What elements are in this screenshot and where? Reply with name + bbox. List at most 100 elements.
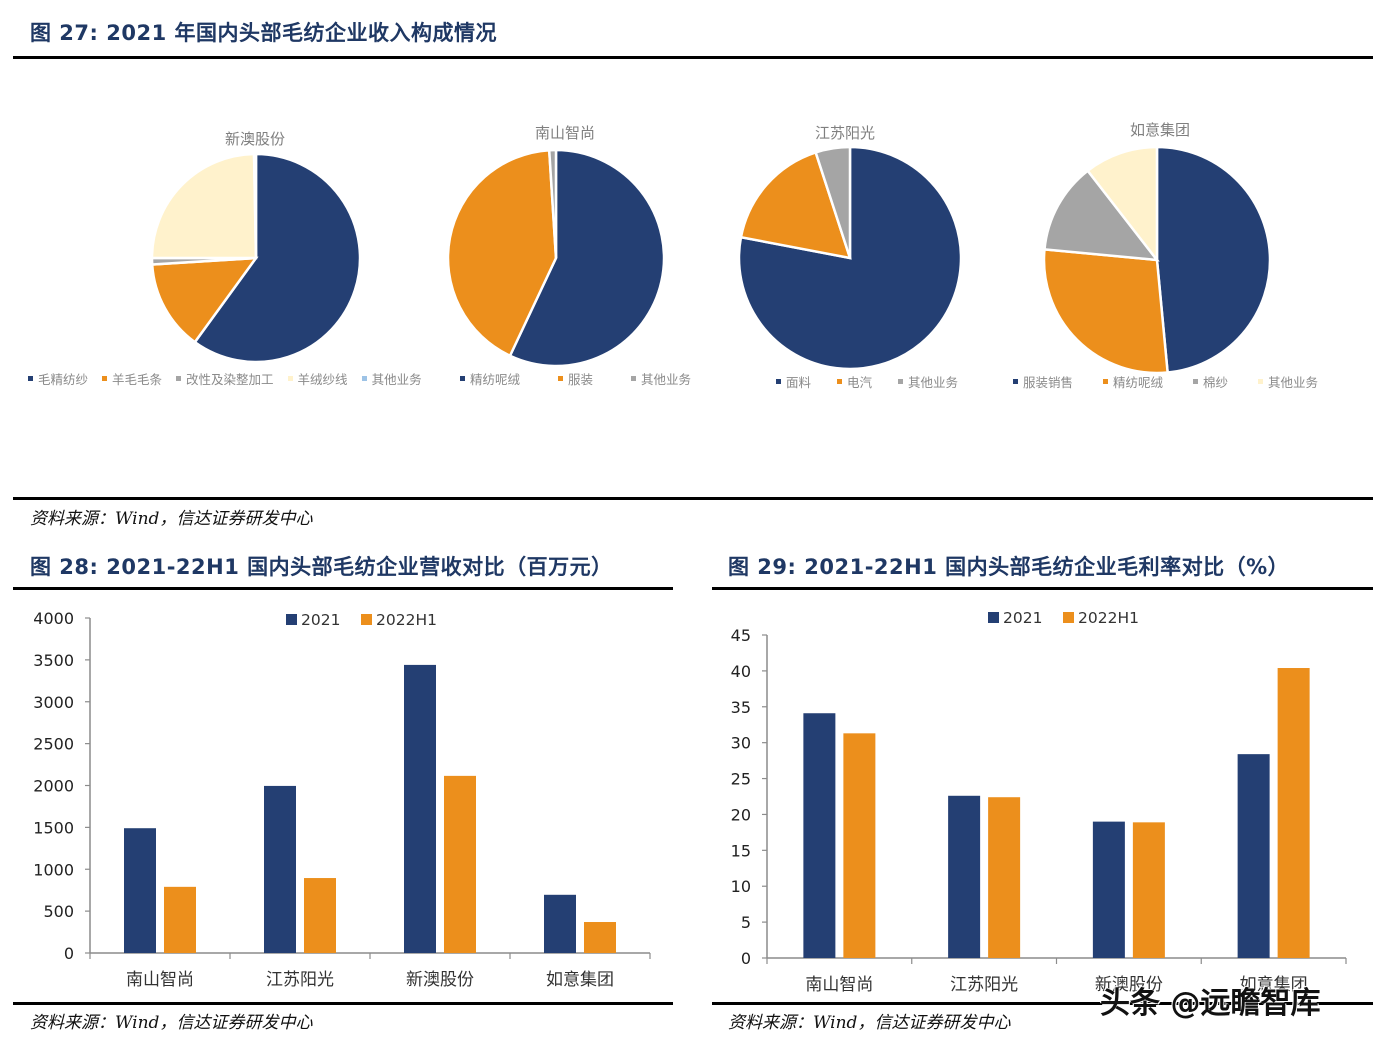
svg-text:40: 40 — [731, 662, 751, 681]
bar — [948, 795, 981, 958]
fig28-title: 图 28: 2021-22H1 国内头部毛纺企业营收对比（百万元） — [30, 555, 613, 579]
pie-slice — [193, 152, 362, 364]
legend-swatch-icon — [776, 379, 781, 384]
svg-text:25: 25 — [731, 770, 751, 789]
legend-item: 面料 — [776, 372, 811, 391]
svg-text:30: 30 — [731, 734, 751, 753]
bar-chart-gross-margin: 0 5 10 15 20 25 30 35 40 45 南山智尚 江苏阳光 新澳股份 如意集团 2021 20… — [731, 609, 1347, 995]
pie-slice — [739, 150, 852, 260]
legend-swatch-icon — [1258, 379, 1264, 384]
bar — [264, 785, 296, 953]
svg-text:20: 20 — [731, 805, 751, 824]
legend-swatch-icon — [176, 376, 182, 381]
svg-text:45: 45 — [731, 626, 751, 645]
svg-text:3500: 3500 — [33, 651, 74, 670]
svg-text:3000: 3000 — [33, 693, 74, 712]
bar — [1237, 754, 1270, 958]
bar — [843, 733, 876, 958]
svg-text:0: 0 — [741, 949, 751, 968]
pie-chart-nanshan — [446, 148, 666, 368]
pie-slice — [446, 148, 558, 358]
svg-text:0: 0 — [64, 944, 74, 963]
fig29-bottom-rule — [712, 1002, 1373, 1005]
svg-text:2000: 2000 — [33, 777, 74, 796]
svg-text:新澳股份: 新澳股份 — [1095, 975, 1163, 995]
pie-slice — [1155, 145, 1272, 374]
svg-text:2022H1: 2022H1 — [376, 611, 437, 629]
svg-text:南山智尚: 南山智尚 — [126, 970, 194, 990]
fig29-source: 资料来源：Wind，信达证券研发中心 — [728, 1013, 1011, 1033]
legend-item: 羊毛毛条 — [102, 369, 162, 388]
legend-item: 服装 — [558, 369, 593, 388]
pie-slice — [814, 145, 852, 259]
bar — [124, 828, 156, 953]
bar — [988, 797, 1021, 958]
svg-text:新澳股份: 新澳股份 — [406, 970, 474, 990]
pie-slice — [252, 152, 258, 259]
bar — [544, 894, 576, 953]
legend-swatch-icon — [631, 376, 637, 381]
legend-swatch-icon — [287, 376, 293, 381]
pie-slice — [1042, 248, 1169, 375]
pie-chart-jiangsu — [737, 145, 963, 371]
svg-text:2022H1: 2022H1 — [1078, 609, 1139, 627]
legend-swatch-icon — [898, 379, 904, 384]
svg-text:2021: 2021 — [1003, 609, 1042, 627]
fig28-source: 资料来源：Wind，信达证券研发中心 — [30, 1013, 313, 1033]
legend-swatch-icon — [1193, 379, 1199, 384]
bar — [444, 775, 476, 953]
pie-legend-nanshan: 精纺呢绒 服装 其他业务 — [460, 369, 705, 388]
pie-slice — [1043, 168, 1160, 262]
svg-text:35: 35 — [731, 698, 751, 717]
bar — [803, 713, 836, 958]
pie-slice — [547, 148, 558, 259]
legend-swatch-icon — [28, 376, 33, 381]
bar — [1132, 822, 1165, 958]
svg-text:1000: 1000 — [33, 860, 74, 879]
watermark: 头条 @远瞻智库 — [1100, 986, 1321, 1021]
legend-item: 其他业务 — [631, 369, 691, 388]
legend-item: 棉纱 — [1193, 372, 1228, 391]
legend-item: 其他业务 — [1258, 372, 1318, 391]
legend-swatch-icon — [1103, 379, 1109, 384]
legend-item: 精纺呢绒 — [460, 369, 520, 388]
legend-swatch-icon — [361, 376, 367, 381]
svg-text:江苏阳光: 江苏阳光 — [266, 970, 334, 990]
legend-swatch-icon — [1013, 379, 1018, 384]
legend-item: 毛精纺纱 — [28, 369, 88, 388]
svg-text:10: 10 — [731, 877, 751, 896]
svg-text:2500: 2500 — [33, 735, 74, 754]
bar — [1092, 821, 1125, 958]
pie-chart-ruyi — [1042, 145, 1272, 375]
svg-text:1500: 1500 — [33, 818, 74, 837]
legend-item: 羊绒纱线 — [287, 369, 348, 388]
svg-text:5: 5 — [741, 913, 751, 932]
bar — [1277, 668, 1310, 958]
legend-swatch-icon — [558, 376, 564, 381]
svg-text:2021: 2021 — [301, 611, 340, 629]
pie-title-nanshan: 南山智尚 — [534, 124, 595, 142]
pie-legend-jiangsu: 面料 电汽 其他业务 — [776, 372, 972, 391]
fig27-source: 资料来源：Wind，信达证券研发中心 — [30, 509, 313, 529]
bar — [584, 922, 616, 953]
fig27-top-rule — [13, 56, 1373, 59]
legend-item: 服装销售 — [1013, 372, 1073, 391]
pie-title-xinao: 新澳股份 — [224, 130, 285, 148]
svg-text:15: 15 — [731, 841, 751, 860]
fig29-top-rule — [712, 587, 1373, 590]
pie-slice — [1085, 145, 1159, 264]
svg-text:如意集团: 如意集团 — [546, 970, 614, 990]
pie-legend-ruyi: 服装销售 精纺呢绒 棉纱 其他业务 — [1013, 372, 1332, 391]
pie-chart-xinao — [150, 152, 362, 364]
fig29-title: 图 29: 2021-22H1 国内头部毛纺企业毛利率对比（%） — [728, 555, 1290, 579]
svg-text:南山智尚: 南山智尚 — [805, 975, 873, 995]
legend-swatch-icon — [460, 376, 465, 381]
fig27-bottom-rule — [13, 497, 1373, 500]
bar — [404, 664, 436, 953]
legend-item: 电汽 — [837, 372, 872, 391]
bar — [304, 878, 336, 953]
pie-title-jiangsu: 江苏阳光 — [814, 124, 875, 142]
svg-text:500: 500 — [43, 902, 74, 921]
pie-slice — [508, 148, 666, 368]
svg-text:4000: 4000 — [33, 609, 74, 628]
